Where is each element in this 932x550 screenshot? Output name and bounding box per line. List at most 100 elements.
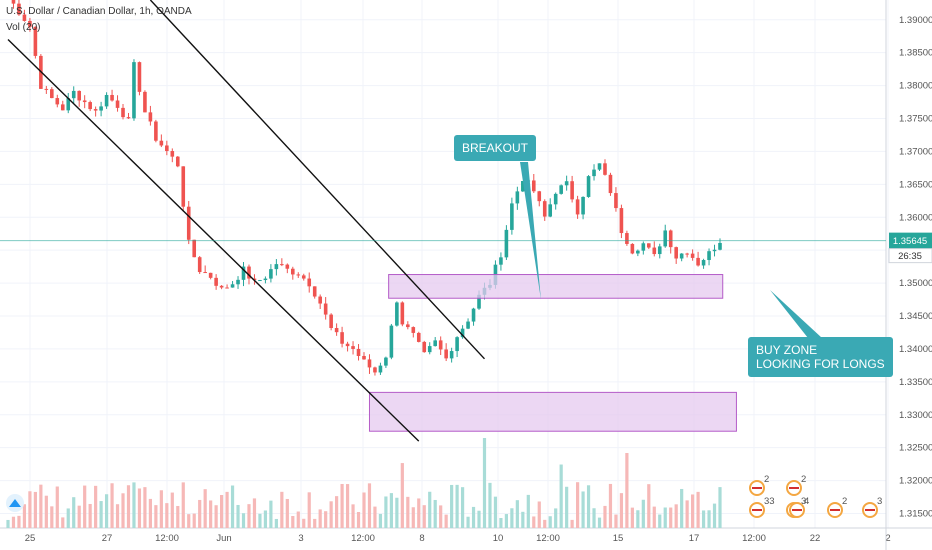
candle-body (110, 94, 114, 101)
volume-bar (143, 487, 147, 528)
x-tick-label: 3 (298, 533, 303, 544)
symbol-legend: U.S. Dollar / Canadian Dollar, 1h, OANDA (6, 6, 192, 17)
candle-body (696, 257, 700, 266)
volume-bar (641, 499, 645, 528)
volume-bar (691, 494, 695, 528)
flag-stripe (752, 487, 762, 489)
candle-body (71, 90, 76, 99)
volume-bar (274, 518, 278, 528)
last-price-value: 1.35645 (893, 236, 927, 247)
volume-bar (510, 508, 514, 528)
candle-body (236, 279, 240, 285)
candle-body (269, 269, 273, 279)
candle-body (641, 243, 646, 251)
x-tick-label: 8 (419, 533, 424, 544)
candle-body (60, 104, 65, 111)
volume-bar (482, 438, 487, 528)
volume-bar (493, 496, 498, 528)
candle-body (82, 100, 87, 103)
volume-bar (586, 485, 591, 528)
breakout-pointer (520, 162, 541, 300)
candle-body (367, 359, 372, 368)
event-count-label: 33 (764, 496, 775, 507)
x-tick-label: 15 (613, 533, 624, 544)
flag-stripe (789, 487, 799, 489)
volume-bar (104, 494, 109, 528)
candle-body (597, 163, 602, 170)
volume-bar (269, 500, 273, 528)
candle-body (334, 328, 339, 333)
channel-upper-line (149, 0, 486, 360)
candle-body (192, 239, 197, 258)
y-tick-label: 1.39000 (899, 15, 932, 26)
candle-body (548, 204, 553, 217)
volume-bar (351, 504, 355, 528)
buy-zone-rect (388, 274, 724, 299)
flag-stripe (752, 509, 762, 511)
volume-bar (378, 513, 383, 528)
x-tick-label: 10 (493, 533, 504, 544)
candle-body (444, 349, 448, 359)
volume-bar (674, 504, 678, 528)
volume-bar (597, 517, 602, 528)
candle-body (93, 109, 98, 111)
candle-body (11, 0, 16, 4)
volume-bar (488, 482, 492, 528)
candle-body (570, 181, 574, 200)
volume-bar (77, 505, 81, 528)
candle-body (50, 89, 54, 99)
volume-bar (395, 497, 399, 528)
volume-bar (61, 517, 65, 528)
candle-body (285, 264, 290, 269)
volume-bar (669, 507, 673, 528)
candle-body (345, 343, 350, 347)
candle-body (104, 94, 109, 107)
x-tick-label: 12:00 (536, 533, 560, 544)
volume-bar (198, 499, 202, 528)
candle-body (137, 62, 142, 92)
candle-body (674, 247, 678, 259)
candle-body (521, 180, 525, 192)
volume-bar (543, 519, 547, 528)
x-tick-label: 22 (810, 533, 821, 544)
y-tick-label: 1.31500 (899, 509, 932, 520)
candle-body (685, 253, 689, 255)
volume-bar (159, 490, 163, 528)
candle-body (668, 230, 673, 248)
candle-body (340, 332, 344, 344)
candle-body (312, 286, 317, 297)
volume-bar (324, 511, 328, 528)
volume-bar (663, 507, 667, 528)
volume-bar (362, 492, 366, 528)
volume-bar (581, 491, 585, 528)
volume-bar (220, 495, 224, 528)
volume-bar (148, 498, 152, 528)
candle-body (28, 20, 32, 27)
candle-body (701, 260, 706, 266)
y-tick-label: 1.38000 (899, 81, 932, 92)
candle-body (531, 180, 536, 192)
candle-body (351, 346, 355, 349)
candle-body (416, 332, 421, 342)
candle-body (307, 278, 312, 287)
volume-bar (400, 463, 404, 528)
volume-bar (537, 501, 541, 528)
candle-body (230, 284, 235, 288)
volume-bar (209, 500, 213, 528)
volume-bar (88, 503, 92, 528)
volume-bar (619, 493, 624, 528)
candle-body (630, 243, 635, 254)
candle-body (373, 367, 377, 373)
volume-bar (685, 500, 689, 528)
volume-bar (658, 514, 662, 528)
volume-legend: Vol (20) (6, 22, 41, 33)
candle-body (564, 181, 569, 186)
candle-body (592, 169, 596, 177)
countdown-value: 26:35 (898, 251, 922, 262)
volume-bar (521, 511, 525, 528)
candle-body (17, 3, 21, 15)
volume-bar (411, 507, 415, 528)
event-count-label: 2 (801, 474, 806, 485)
volume-bar (630, 507, 634, 528)
